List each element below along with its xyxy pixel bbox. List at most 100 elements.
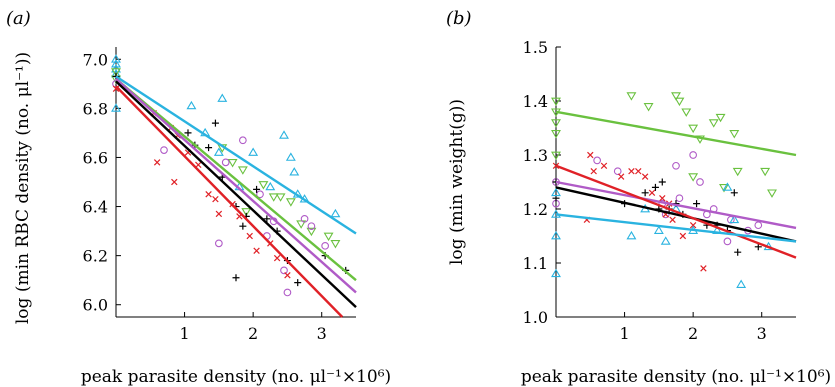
panel-b-data-point — [708, 119, 719, 128]
panel-a-y-tick-label: 6.0 — [83, 296, 108, 315]
panel-b-data-point — [681, 108, 692, 117]
panel-b-data-point — [593, 156, 601, 165]
panel-b-data-point — [626, 230, 637, 240]
panel-b-data-point — [628, 167, 635, 175]
panel-a-series-2 — [112, 79, 329, 297]
panel-b-data-point — [729, 214, 740, 224]
panel-b-x-axis-label: peak parasite density (no. μl⁻¹×10⁶) — [521, 367, 831, 387]
panel-a-y-tick-label: 6.8 — [83, 99, 108, 118]
panel-b-data-point — [675, 194, 684, 203]
panel-a-data-point — [213, 147, 224, 156]
panel-a-data-point — [279, 130, 289, 139]
panel-a-y-tick-label: 6.2 — [83, 247, 108, 266]
panel-a-x-tick-label: 1 — [179, 324, 189, 343]
panel-b-data-point — [674, 97, 685, 107]
panel-b-data-point — [641, 173, 649, 180]
panel-a-data-point — [268, 193, 279, 202]
panel-b-data-point — [641, 189, 649, 197]
panel-a-plot-area: 1 2 3 6.0 6.2 6.4 6.6 6.8 7.0 — [83, 47, 357, 343]
panel-b-series-2 — [552, 178, 762, 256]
panel-a-data-point — [285, 152, 296, 161]
panel-a-data-point — [111, 59, 121, 68]
panel-b-data-point — [722, 182, 733, 191]
panel-a-data-point — [111, 54, 121, 63]
panel-b-y-tick-label: 1.4 — [523, 92, 548, 111]
panel-a-data-point — [246, 232, 253, 240]
panel-b-data-point — [643, 103, 654, 112]
panel-a-regression-line-0 — [115, 75, 357, 235]
panel-a-data-point — [239, 136, 247, 145]
panel-b-data-point — [760, 167, 771, 177]
panel-b-series-0 — [551, 92, 777, 198]
panel-b-data-point — [696, 178, 704, 186]
panel-a-regression-line-3 — [115, 80, 357, 309]
panel-a-data-point — [258, 181, 269, 190]
panel-b-data-point — [551, 97, 561, 107]
panel-b-data-point — [719, 184, 729, 193]
panel-a-regression-line-4 — [115, 85, 344, 318]
panel-b-data-point — [671, 92, 681, 101]
panel-b-data-point — [754, 221, 763, 230]
panel-a-data-point — [275, 193, 286, 202]
panel-b-data-point — [551, 130, 561, 139]
panel-b-data-point — [723, 237, 732, 246]
panel-b-data-point — [715, 113, 726, 123]
panel-a-data-point — [241, 208, 252, 217]
panel-a-data-point — [330, 208, 341, 218]
panel-a-data-point — [217, 93, 228, 102]
panel-a-data-point — [330, 240, 341, 249]
panel-a-data-point — [112, 72, 120, 80]
panel-b-y-tick-label: 1.0 — [523, 308, 548, 327]
panel-a-data-point — [263, 215, 271, 223]
panel-a-data-point — [184, 129, 192, 137]
panel-a-y-tick-label: 6.6 — [83, 148, 108, 167]
panel-b-regression-line-0 — [555, 110, 797, 157]
panel-b-data-point — [658, 178, 666, 186]
panel-a-rbc-density: (a) 1 2 3 6.0 6.2 6.4 6.6 6.8 7.0 peak parasite … — [6, 8, 391, 387]
panel-a-x-tick-label: 2 — [248, 324, 258, 343]
panel-a-data-point — [212, 195, 219, 203]
panel-b-data-point — [730, 189, 738, 197]
panel-b-data-point — [551, 268, 561, 278]
panel-a-x-axis-label: peak parasite density (no. μl⁻¹×10⁶) — [81, 367, 391, 387]
panel-a-data-point — [227, 159, 238, 168]
panel-a-data-point — [253, 185, 261, 193]
panel-b-data-point — [700, 265, 707, 272]
panel-a-series-0 — [111, 54, 341, 218]
panel-b-data-point — [689, 151, 697, 159]
panel-a-data-point — [284, 272, 291, 279]
panel-b-regression-line-2 — [555, 186, 797, 243]
panel-b-min-weight: (b) 1 2 3 1.0 1.1 1.2 1.3 1.4 1.5 peak parasite … — [446, 8, 831, 387]
panel-a-data-point — [296, 220, 307, 229]
panel-b-y-tick-label: 1.5 — [523, 38, 548, 57]
panel-a-data-point — [256, 190, 264, 199]
panel-b-regression-line-4 — [555, 213, 797, 243]
panel-b-data-point — [551, 230, 561, 240]
panel-b-data-point — [767, 189, 777, 198]
panel-a-data-point — [321, 241, 329, 250]
panel-a-label: (a) — [6, 8, 31, 29]
panel-b-series-3 — [552, 151, 707, 272]
panel-b-data-point — [551, 187, 561, 197]
panel-b-data-point — [695, 135, 705, 144]
panel-a-data-point — [307, 222, 316, 231]
panel-a-data-point — [111, 103, 121, 112]
panel-a-data-point — [153, 159, 161, 166]
panel-b-data-point — [734, 248, 742, 256]
panel-a-y-tick-label: 6.4 — [83, 198, 108, 217]
panel-b-data-point — [617, 173, 625, 180]
panel-a-data-point — [289, 167, 300, 176]
panel-a-data-point — [111, 68, 121, 77]
panel-b-data-point — [587, 151, 594, 159]
panel-a-data-point — [323, 232, 334, 242]
panel-a-y-axis-label: log (min RBC density (no. μl⁻¹)) — [13, 52, 33, 324]
panel-b-data-point — [613, 167, 622, 176]
panel-a-data-point — [186, 100, 197, 110]
panel-a-data-point — [253, 247, 260, 254]
panel-b-data-point — [659, 194, 666, 202]
panel-b-data-point — [679, 232, 687, 240]
panel-b-data-point — [689, 221, 697, 229]
panel-b-regression-line-3 — [555, 164, 797, 259]
panel-b-data-point — [653, 225, 664, 234]
panel-a-data-point — [171, 178, 178, 186]
